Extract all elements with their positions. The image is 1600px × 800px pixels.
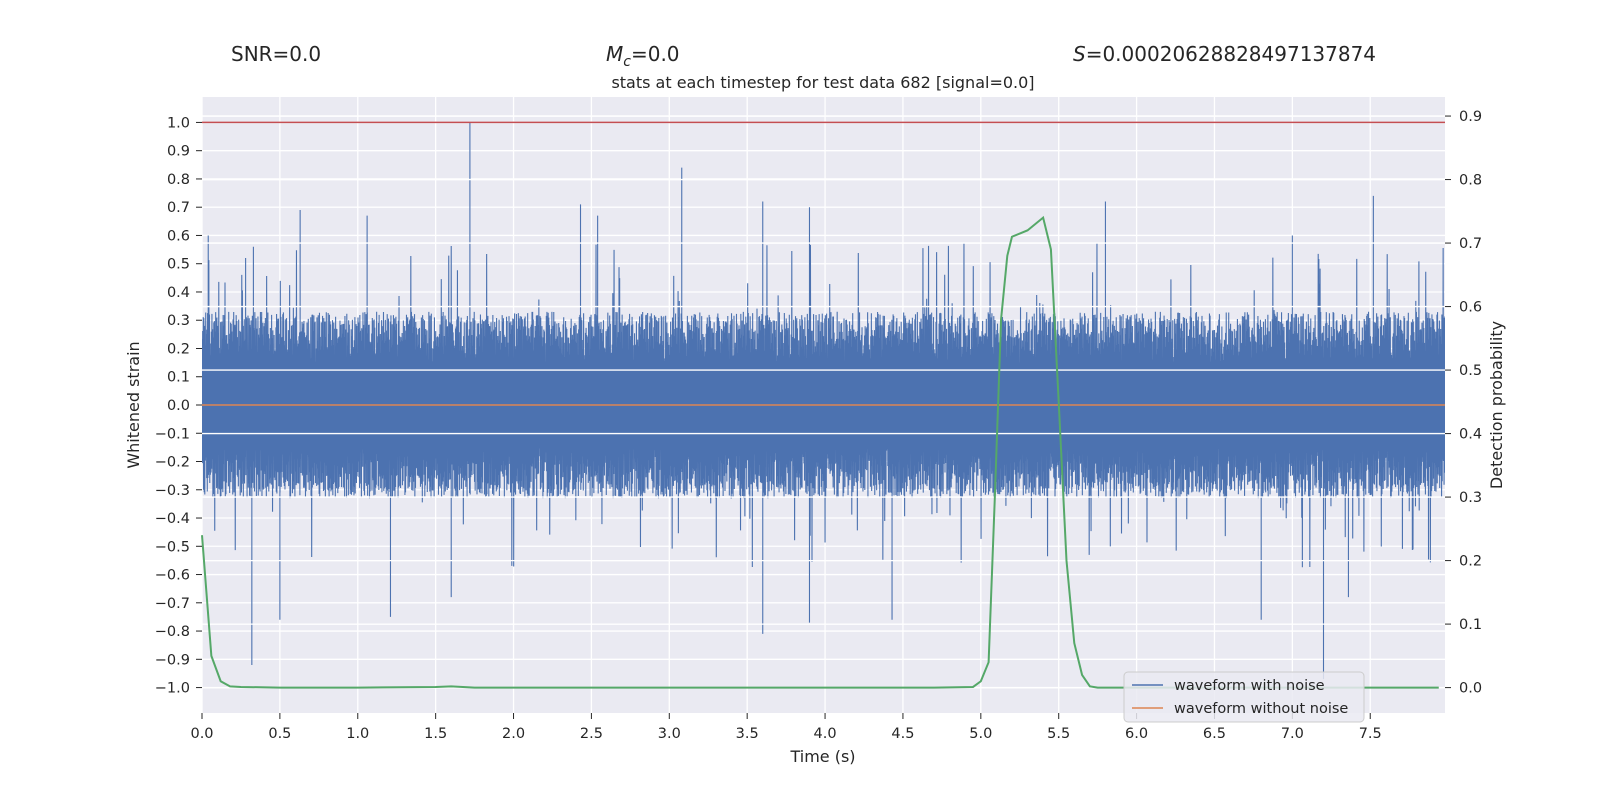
legend: waveform with noise waveform without noi… [1123, 671, 1365, 723]
y-tick-label: 0.4 [167, 285, 190, 301]
x-tick-label: 3.5 [736, 726, 759, 742]
y2-axis-label: Detection probability [1487, 321, 1506, 489]
x-tick-label: 2.5 [580, 726, 603, 742]
y2-tick-label: 0.3 [1459, 490, 1482, 506]
x-tick-label: 0.5 [268, 726, 291, 742]
x-tick-label: 0.0 [190, 726, 213, 742]
chirp-mass-value: =0.0 [631, 42, 680, 66]
chirp-mass-label: Mc=0.0 [606, 42, 680, 70]
y2-tick-label: 0.1 [1459, 617, 1482, 633]
x-tick-label: 6.0 [1125, 726, 1148, 742]
y-axis-label: Whitened strain [124, 341, 143, 468]
x-axis-ticks: 0.0 0.5 1.0 1.5 2.0 2.5 3.0 3.5 4.0 4.5 5.0 5.5 6.0 6… [190, 713, 1382, 742]
y-tick-label: −0.3 [155, 483, 190, 499]
y-tick-label: 0.1 [167, 370, 190, 386]
y-tick-label: 0.6 [167, 228, 190, 244]
x-tick-label: 1.0 [346, 726, 369, 742]
y2-tick-label: 0.5 [1459, 363, 1482, 379]
x-tick-label: 4.0 [814, 726, 837, 742]
y-tick-label: 0.9 [167, 144, 190, 160]
y-tick-label: 1.0 [167, 115, 190, 131]
chirp-mass-symbol: M [606, 42, 623, 66]
y-tick-label: −0.4 [155, 511, 190, 527]
y2-tick-label: 0.8 [1459, 173, 1482, 189]
y-tick-label: 0.2 [167, 341, 190, 357]
x-tick-label: 4.5 [891, 726, 914, 742]
y-tick-label: 0.3 [167, 313, 190, 329]
x-tick-label: 3.0 [658, 726, 681, 742]
y2-tick-label: 0.0 [1459, 681, 1482, 697]
y-tick-label: 0.8 [167, 172, 190, 188]
y2-tick-label: 0.4 [1459, 427, 1482, 443]
statistic-label: S=0.00020628828497137874 [1073, 42, 1376, 66]
y2-tick-label: 0.7 [1459, 236, 1482, 252]
x-tick-label: 5.0 [969, 726, 992, 742]
statistic-symbol: S [1073, 42, 1086, 66]
y2-axis-ticks: 0.9 0.8 0.7 0.6 0.5 0.4 0.3 0.2 0.1 0.0 [1445, 109, 1482, 697]
statistic-value: =0.00020628828497137874 [1086, 42, 1376, 66]
y-tick-label: 0.5 [167, 257, 190, 273]
legend-label-with-noise: waveform with noise [1174, 678, 1325, 694]
y2-tick-label: 0.2 [1459, 554, 1482, 570]
y-tick-label: −0.8 [155, 624, 190, 640]
legend-label-without-noise: waveform without noise [1174, 701, 1348, 717]
y-tick-label: −0.7 [155, 596, 190, 612]
snr-label: SNR=0.0 [231, 42, 321, 66]
y-tick-label: −0.1 [155, 426, 190, 442]
y-tick-label: −0.9 [155, 652, 190, 668]
x-tick-label: 7.5 [1359, 726, 1382, 742]
y-tick-label: 0.0 [167, 398, 190, 414]
y-tick-label: 0.7 [167, 200, 190, 216]
x-tick-label: 5.5 [1047, 726, 1070, 742]
y-tick-label: −0.5 [155, 539, 190, 555]
legend-box [1123, 671, 1365, 723]
y-tick-label: −1.0 [155, 681, 190, 697]
x-axis-label: Time (s) [789, 747, 855, 766]
chart-title: stats at each timestep for test data 682… [611, 73, 1034, 92]
series-detection-probability [201, 215, 1439, 689]
x-tick-label: 6.5 [1203, 726, 1226, 742]
y2-tick-label: 0.9 [1459, 109, 1482, 125]
y2-tick-label: 0.6 [1459, 300, 1482, 316]
y-tick-label: −0.2 [155, 455, 190, 471]
x-tick-label: 7.0 [1281, 726, 1304, 742]
x-tick-label: 2.0 [502, 726, 525, 742]
y-tick-label: −0.6 [155, 568, 190, 584]
chirp-mass-subscript: c [623, 54, 631, 70]
x-tick-label: 1.5 [424, 726, 447, 742]
y-axis-ticks: 1.0 0.9 0.8 0.7 0.6 0.5 0.4 0.3 0.2 0.1 0.0 −0.1 −0.… [155, 115, 202, 697]
